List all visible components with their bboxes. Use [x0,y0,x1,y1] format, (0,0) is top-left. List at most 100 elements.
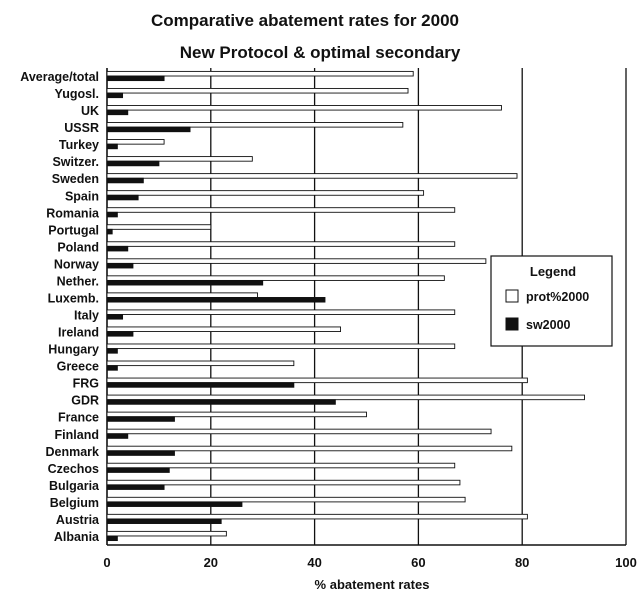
bar-prot2000 [106,445,513,452]
bar-sw2000 [106,279,264,286]
bar-sw2000 [106,297,326,303]
chart-subtitle: New Protocol & optimal secondary [180,43,461,62]
category-label: GDR [71,394,99,408]
bar-prot2000 [106,122,404,128]
bar-sw2000 [106,416,175,422]
bar-sw2000 [106,501,243,507]
bar-prot2000 [106,258,487,264]
category-label: Switzer. [52,155,99,169]
bar-prot2000 [106,309,456,315]
bar-prot2000 [106,224,212,230]
category-label: Belgium [50,496,99,510]
bar-prot2000 [106,173,518,179]
x-tick-label: 80 [515,555,529,570]
category-label: Luxemb. [48,291,99,305]
bar-prot2000 [106,87,409,94]
bar-sw2000 [106,467,170,473]
bar-prot2000 [106,241,456,247]
bar-sw2000 [106,348,118,354]
bar-sw2000 [106,245,129,252]
x-tick-label: 20 [204,555,218,570]
bar-prot2000 [106,190,425,196]
bar-sw2000 [106,433,129,439]
bar-sw2000 [106,382,295,388]
bar-sw2000 [106,450,175,456]
bar-prot2000 [106,530,227,537]
category-label: Hungary [48,343,99,357]
category-label: Turkey [59,138,99,152]
bar-prot2000 [106,326,342,332]
category-label: Average/total [20,70,99,84]
x-axis-label: % abatement rates [315,577,430,592]
category-label: Spain [65,189,99,203]
bar-sw2000 [106,126,191,133]
category-label: Nether. [57,274,99,288]
bar-prot2000 [106,394,585,401]
bar-sw2000 [106,262,134,269]
bar-prot2000 [106,292,258,298]
bar-sw2000 [106,314,124,320]
legend-swatch-prot2000 [505,289,519,303]
bar-sw2000 [106,399,336,405]
x-tick-labels: 0 20 40 60 80 100 [103,555,636,570]
category-label: Norway [54,257,99,271]
bar-prot2000 [106,139,165,145]
bar-prot2000 [106,411,367,418]
category-label: France [58,411,99,425]
bar-sw2000 [106,228,113,235]
bar-sw2000 [106,160,160,167]
legend-title: Legend [530,264,576,279]
category-label: Czechos [48,462,99,476]
bar-prot2000 [106,207,456,213]
bar-prot2000 [106,275,445,281]
bar-sw2000 [106,518,222,524]
bar-sw2000 [106,109,129,116]
bar-prot2000 [106,360,295,367]
category-label: Austria [56,513,100,527]
bar-sw2000 [106,177,144,184]
bar-sw2000 [106,75,165,82]
bar-sw2000 [106,143,118,150]
category-label: Portugal [48,223,99,237]
bar-prot2000 [106,479,461,486]
category-label: Italy [74,309,99,323]
category-label: Denmark [46,445,100,459]
legend-label-prot2000: prot%2000 [526,290,589,304]
x-tick-label: 60 [411,555,425,570]
category-label: Ireland [58,326,99,340]
category-label: Poland [57,240,99,254]
category-label: USSR [64,121,99,135]
x-tick-label: 40 [307,555,321,570]
bar-prot2000 [106,428,492,435]
x-tick-label: 100 [615,555,637,570]
category-label: Albania [54,530,100,544]
category-label: Finland [55,428,99,442]
category-label: UK [81,104,99,118]
category-label: FRG [73,377,99,391]
legend-swatch-sw2000 [505,317,519,331]
category-label: Bulgaria [49,479,100,493]
bar-prot2000 [106,156,253,162]
bar-sw2000 [106,211,118,218]
bar-sw2000 [106,535,118,542]
bar-sw2000 [106,194,139,201]
bar-prot2000 [106,377,528,384]
chart-title: Comparative abatement rates for 2000 [151,11,459,30]
bar-sw2000 [106,331,134,337]
bar-prot2000 [106,70,414,77]
bar-prot2000 [106,105,502,111]
bar-prot2000 [106,343,456,350]
bar-sw2000 [106,365,118,371]
x-tick-label: 0 [103,555,110,570]
category-label: Sweden [52,172,99,186]
bar-prot2000 [106,462,456,469]
legend-label-sw2000: sw2000 [526,318,571,332]
category-label: Romania [46,206,100,220]
bar-prot2000 [106,513,528,520]
bar-sw2000 [106,92,124,99]
bar-prot2000 [106,496,466,503]
bar-sw2000 [106,484,165,490]
category-labels: Average/total Yugosl. UK USSR Turkey Switzer.… [20,70,100,544]
legend: Legend prot%2000 sw2000 [490,255,613,347]
